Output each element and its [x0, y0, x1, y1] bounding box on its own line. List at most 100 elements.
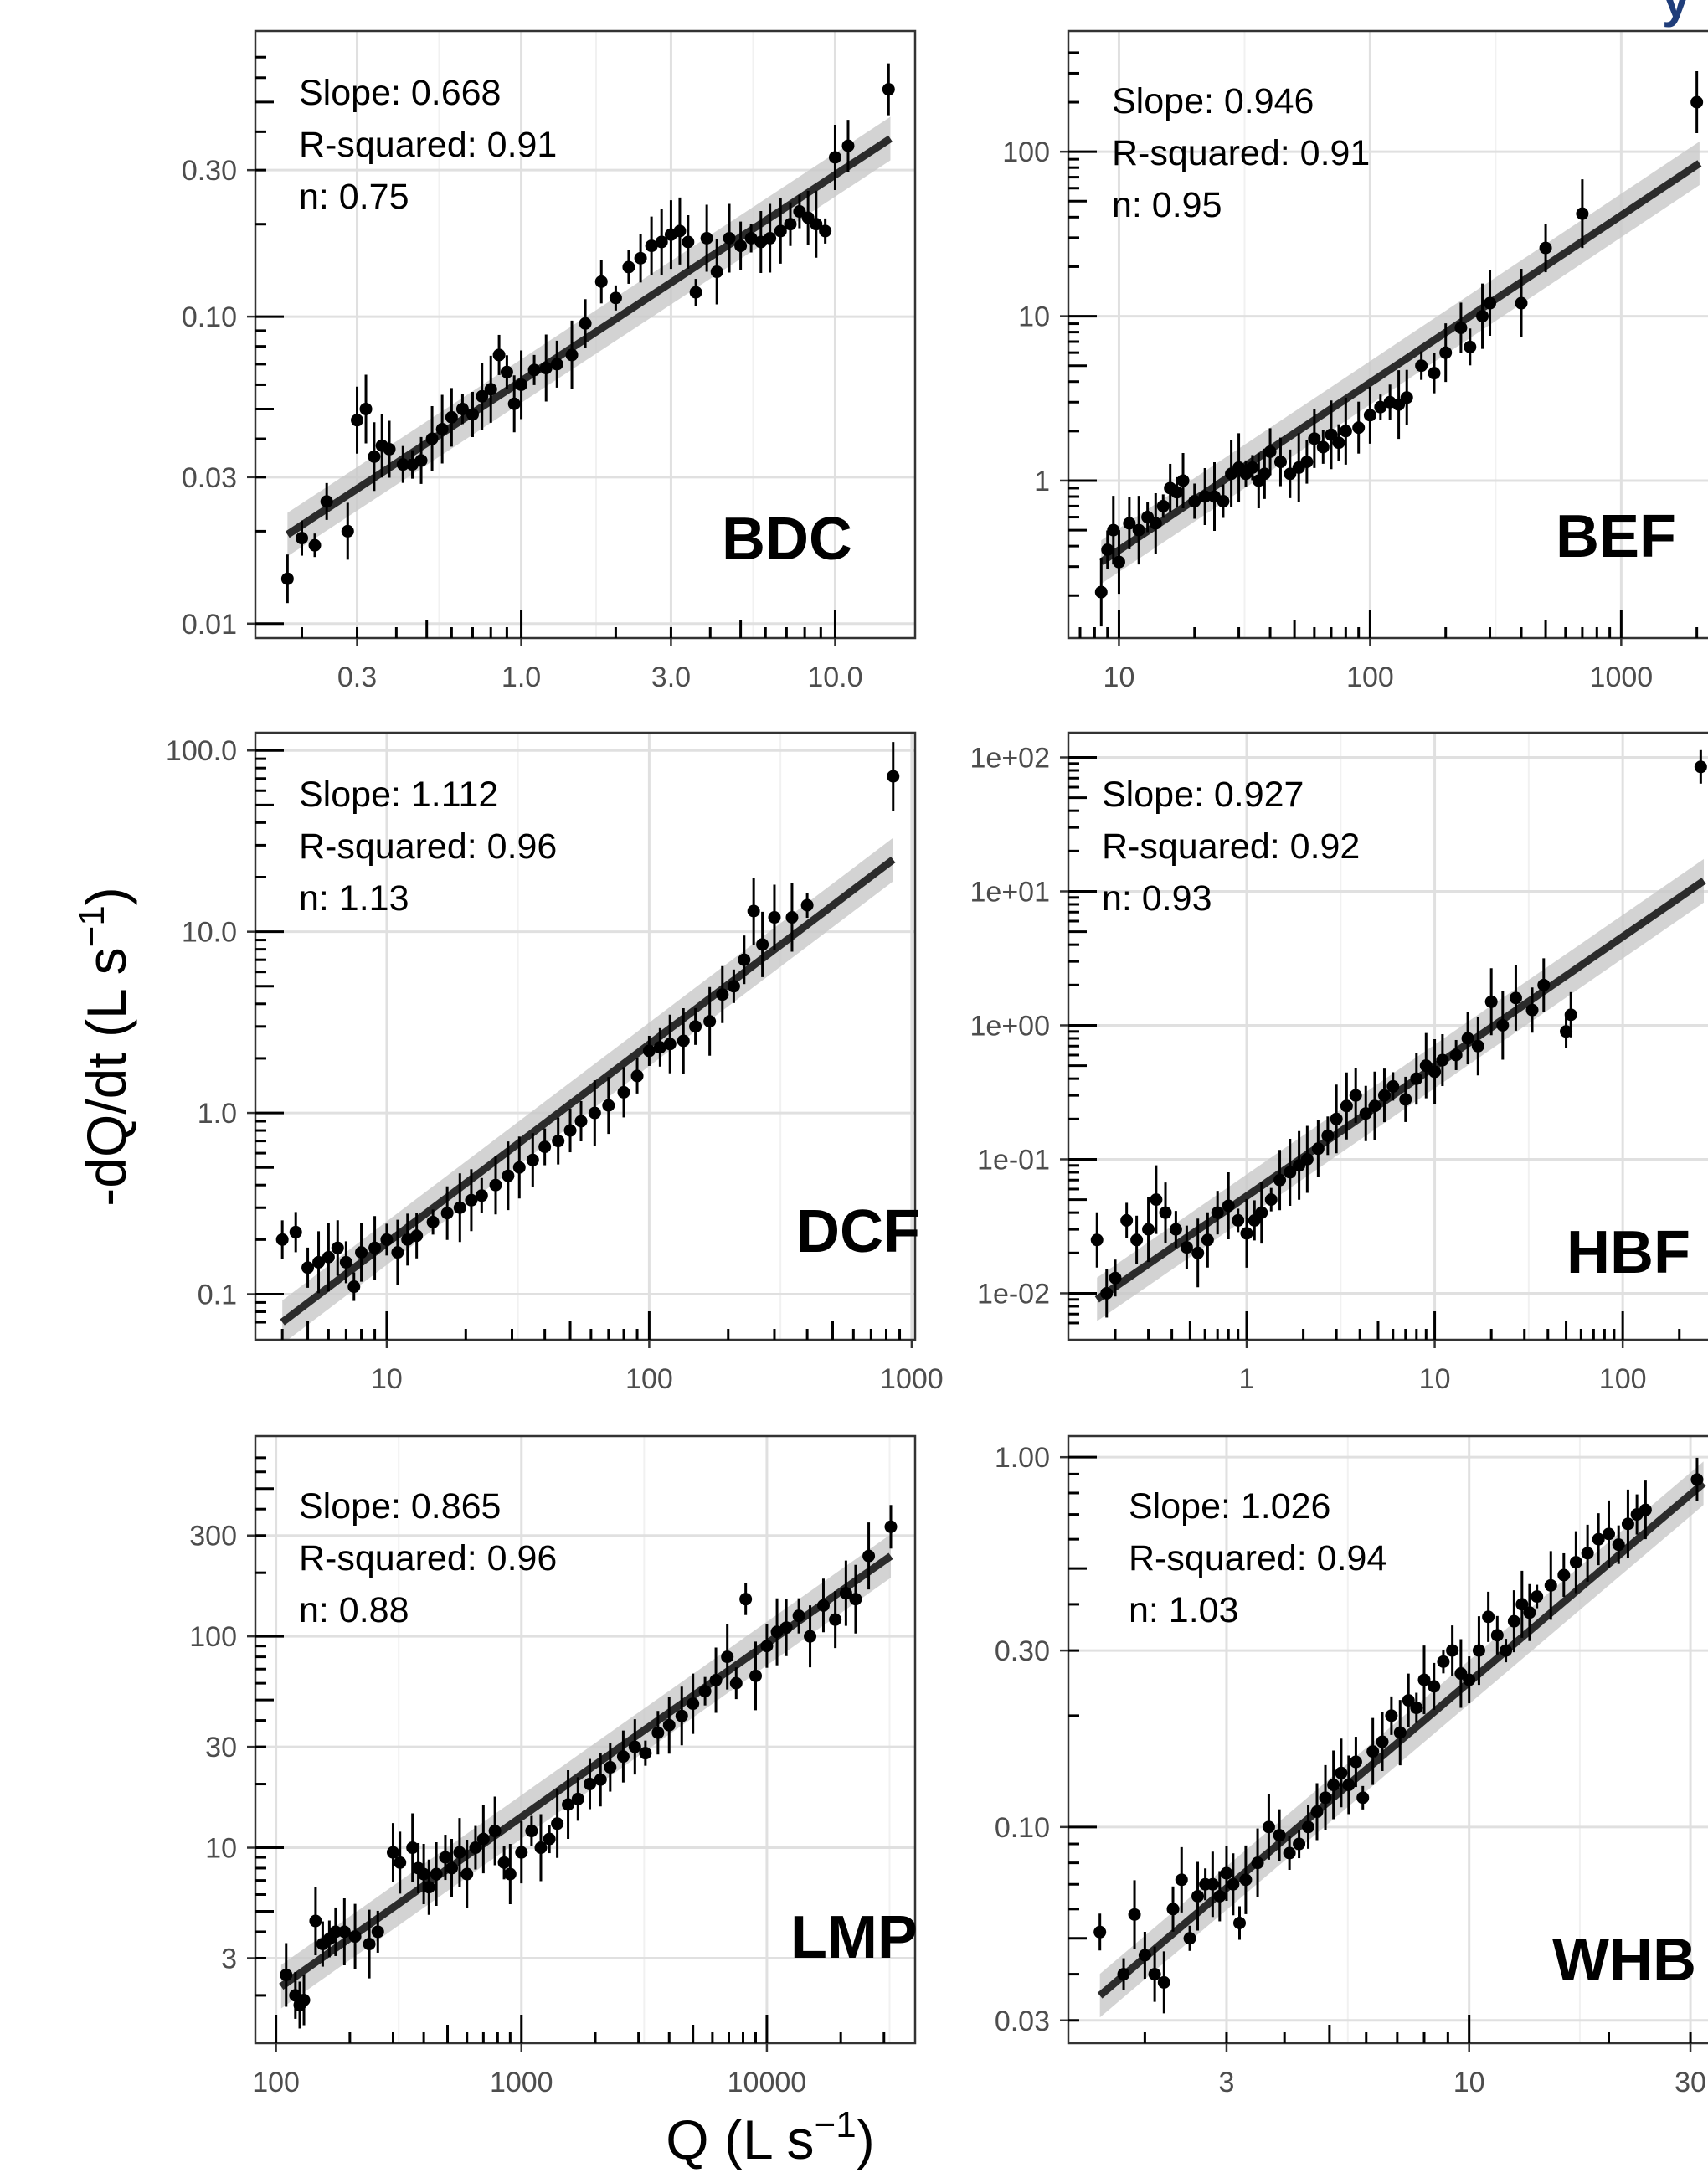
- data-point: [1217, 495, 1230, 508]
- data-point: [502, 1169, 515, 1182]
- data-point: [1148, 1968, 1161, 1981]
- data-point: [744, 232, 758, 245]
- data-point: [651, 1726, 665, 1739]
- data-point: [734, 239, 748, 253]
- data-point: [386, 1846, 399, 1859]
- data-point: [1544, 1578, 1557, 1592]
- x-tick-label: 10.0: [807, 662, 862, 693]
- panel-plot-area: [1068, 1436, 1708, 2043]
- data-point: [1564, 1008, 1577, 1022]
- data-point: [1300, 456, 1314, 469]
- data-point: [849, 1593, 862, 1606]
- data-point: [1415, 359, 1428, 373]
- site-label: HBF: [1567, 1219, 1690, 1286]
- y-tick-label: 100.0: [166, 735, 237, 767]
- data-point: [476, 1832, 490, 1846]
- data-point: [322, 1250, 335, 1264]
- data-point: [565, 348, 579, 362]
- data-point: [1690, 95, 1704, 109]
- y-tick-label: 1.0: [198, 1098, 237, 1130]
- data-point: [347, 1280, 361, 1294]
- data-point: [675, 1709, 688, 1722]
- data-point: [774, 224, 787, 238]
- data-point: [1240, 1227, 1253, 1240]
- data-point: [551, 1817, 564, 1830]
- y-tick-label: 3: [221, 1943, 237, 1975]
- data-point: [747, 904, 760, 918]
- panel-plot-area: [255, 733, 915, 1340]
- panel-border: [254, 731, 917, 1341]
- data-point: [309, 1914, 322, 1928]
- panel-plot-area: [255, 31, 915, 638]
- data-point: [425, 432, 439, 445]
- x-tick-label: 1: [1239, 1363, 1255, 1395]
- data-point: [829, 1613, 842, 1626]
- y-tick-label: 10: [205, 1833, 237, 1865]
- data-point: [1621, 1517, 1634, 1531]
- data-point: [1198, 490, 1212, 503]
- data-point: [1232, 1917, 1246, 1930]
- data-point: [792, 1609, 805, 1623]
- data-point: [1464, 340, 1477, 353]
- data-point: [828, 151, 841, 164]
- data-point: [503, 1867, 517, 1881]
- data-point: [1366, 1745, 1380, 1758]
- data-point: [1183, 1932, 1196, 1945]
- data-point: [1157, 1975, 1170, 1989]
- data-point: [698, 1685, 712, 1698]
- data-point: [1439, 346, 1453, 359]
- data-point: [368, 450, 381, 463]
- data-point: [574, 1115, 588, 1128]
- data-point: [779, 1621, 793, 1635]
- data-point: [515, 378, 528, 391]
- y-tick-label: 0.10: [182, 301, 237, 333]
- data-point: [1592, 1532, 1605, 1546]
- data-point: [622, 260, 635, 274]
- data-point: [526, 1153, 539, 1166]
- data-point: [1316, 440, 1330, 454]
- data-point: [507, 397, 521, 410]
- data-point: [816, 1599, 830, 1612]
- data-point: [475, 1189, 488, 1202]
- data-point: [617, 1085, 630, 1099]
- y-tick-label: 1e-02: [977, 1278, 1050, 1310]
- data-point: [1417, 1673, 1431, 1686]
- data-point: [1308, 432, 1321, 445]
- data-point: [1132, 523, 1145, 537]
- data-point: [538, 1140, 552, 1154]
- data-point: [445, 410, 458, 424]
- data-point: [1335, 1766, 1348, 1779]
- data-point: [453, 1846, 466, 1859]
- data-point: [1251, 1856, 1264, 1870]
- data-point: [709, 1674, 723, 1687]
- data-point: [396, 458, 409, 471]
- data-point: [1169, 1223, 1182, 1236]
- data-point: [729, 1676, 743, 1690]
- data-point: [710, 265, 723, 279]
- data-point: [1123, 517, 1136, 530]
- data-point: [1325, 428, 1338, 441]
- data-point: [1321, 1129, 1335, 1142]
- data-point: [1393, 1726, 1407, 1739]
- y-tick-label: 100: [189, 1621, 237, 1653]
- data-point: [819, 224, 832, 238]
- data-point: [1484, 995, 1498, 1008]
- data-point: [634, 251, 647, 265]
- data-point: [410, 1229, 424, 1243]
- data-point: [359, 402, 373, 415]
- data-point: [1262, 1820, 1275, 1834]
- data-point: [1509, 991, 1522, 1005]
- data-point: [297, 1994, 311, 2007]
- data-point: [1581, 1547, 1594, 1560]
- x-tick-label: 10000: [728, 2067, 807, 2098]
- n-annotation: n: 0.95: [1112, 185, 1222, 225]
- data-point: [642, 1044, 656, 1058]
- panel-whb: 3 10 30 0.03 0.10 0.30 1.00 Slope: 1.026 R-squar…: [995, 1434, 1708, 2098]
- data-point: [355, 1246, 368, 1259]
- r-squared-annotation: R-squared: 0.91: [1112, 133, 1370, 173]
- data-point: [1449, 1048, 1463, 1062]
- data-point: [738, 953, 751, 966]
- data-point: [1576, 207, 1589, 220]
- x-tick-label: 1000: [1590, 662, 1654, 693]
- data-point: [1454, 321, 1468, 334]
